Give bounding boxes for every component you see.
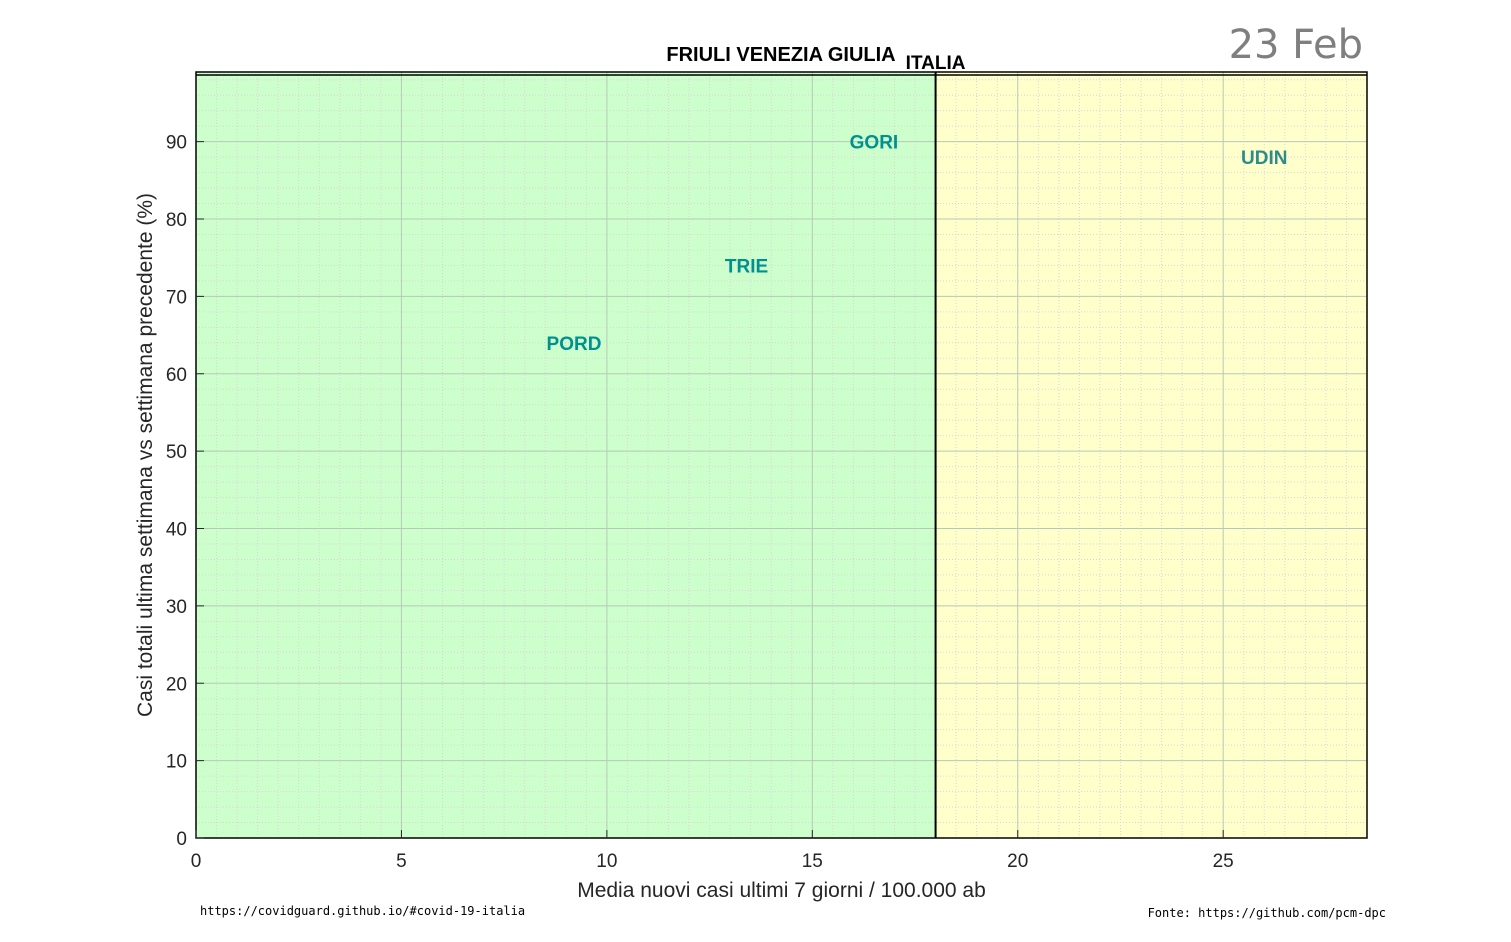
- zone-1: [935, 72, 1367, 838]
- source-link-left[interactable]: https://covidguard.github.io/#covid-19-i…: [200, 904, 526, 918]
- point-label-trie: TRIE: [725, 256, 768, 277]
- x-tick-label: 10: [596, 851, 617, 872]
- x-tick-label: 0: [191, 851, 202, 872]
- point-label-gori: GORI: [850, 133, 899, 154]
- y-tick-label: 0: [176, 829, 187, 850]
- y-tick-label: 40: [166, 520, 187, 541]
- y-tick-label: 10: [166, 752, 187, 773]
- y-tick-label: 80: [166, 210, 187, 231]
- plot-frame: [195, 71, 1368, 839]
- point-label-udin: UDIN: [1241, 148, 1287, 169]
- italia-reference-label: ITALIA: [906, 53, 966, 74]
- x-tick-label: 20: [1007, 851, 1028, 872]
- x-axis-label: Media nuovi casi ultimi 7 giorni / 100.0…: [577, 879, 986, 902]
- y-axis-label: Casi totali ultima settimana vs settiman…: [134, 193, 157, 717]
- date-label: 23 Feb: [1228, 22, 1363, 68]
- x-tick-label: 15: [802, 851, 823, 872]
- x-tick-label: 5: [396, 851, 407, 872]
- x-tick-label: 25: [1213, 851, 1234, 872]
- y-tick-label: 20: [166, 674, 187, 695]
- point-label-pord: PORD: [547, 334, 602, 355]
- y-tick-label: 30: [166, 597, 187, 618]
- chart-title: FRIULI VENEZIA GIULIA: [666, 44, 895, 66]
- y-tick-label: 50: [166, 442, 187, 463]
- y-tick-label: 90: [166, 133, 187, 154]
- data-source-right[interactable]: Fonte: https://github.com/pcm-dpc: [1147, 906, 1386, 920]
- y-tick-label: 70: [166, 287, 187, 308]
- y-tick-label: 60: [166, 365, 187, 386]
